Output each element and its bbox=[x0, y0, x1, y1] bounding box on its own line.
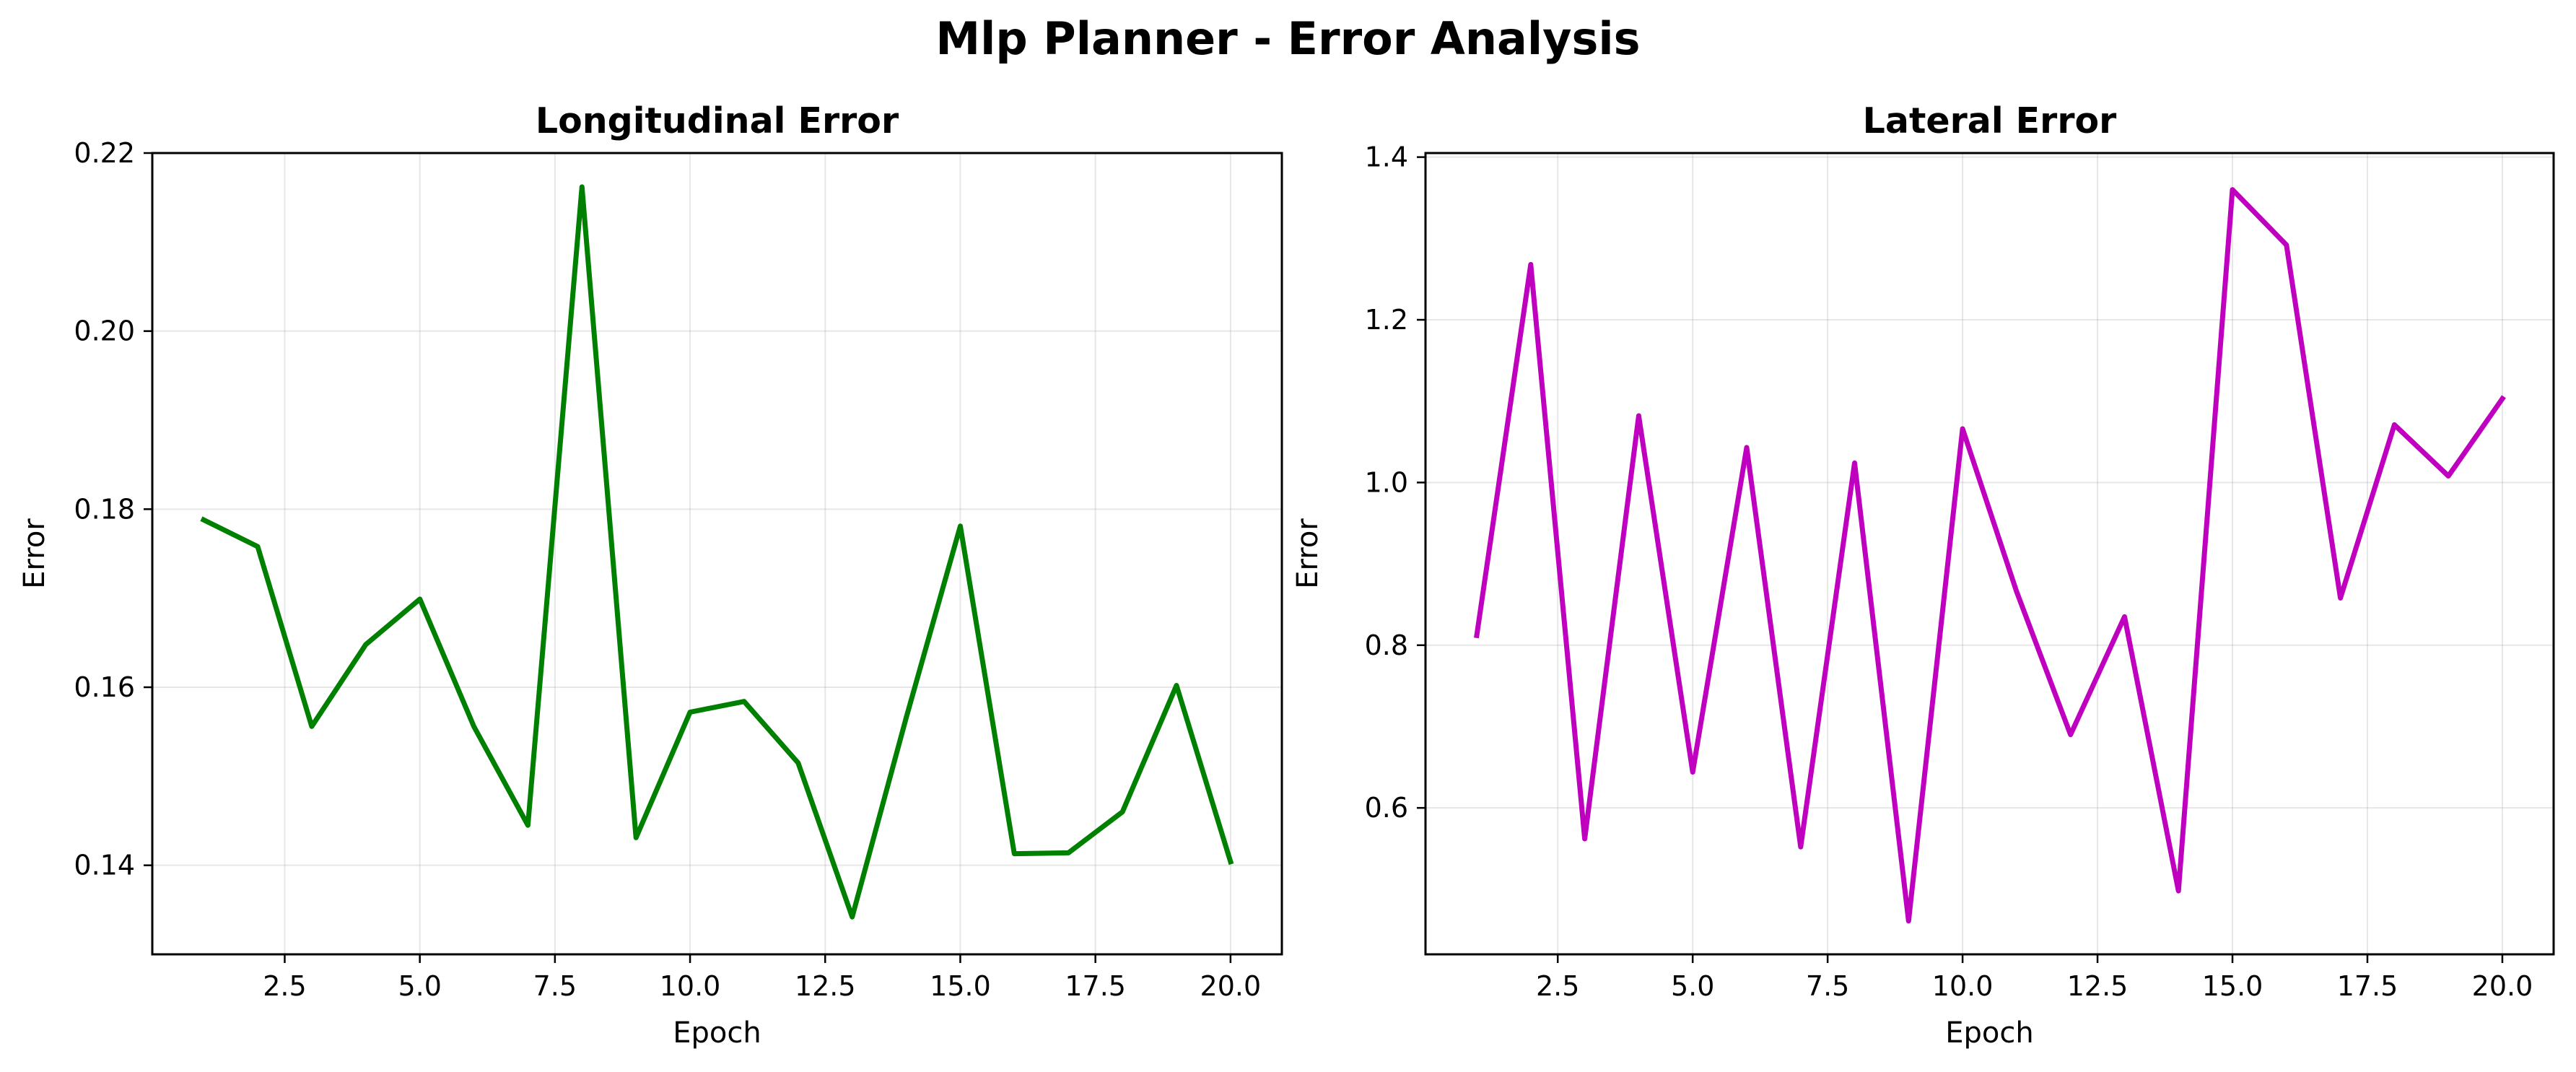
data-point bbox=[796, 761, 800, 765]
y-tick-label: 0.18 bbox=[74, 493, 135, 525]
x-tick-label: 12.5 bbox=[795, 970, 856, 1002]
y-tick-label: 0.6 bbox=[1365, 792, 1408, 824]
x-tick-label: 17.5 bbox=[1065, 970, 1126, 1002]
x-tick-label: 10.0 bbox=[660, 970, 721, 1002]
series-line bbox=[200, 184, 1234, 920]
data-point bbox=[2446, 474, 2450, 478]
data-point bbox=[472, 724, 476, 728]
y-axis-label: Error bbox=[1291, 518, 1324, 589]
data-point bbox=[2122, 614, 2126, 619]
data-point bbox=[201, 518, 206, 522]
x-tick-label: 12.5 bbox=[2067, 970, 2129, 1002]
data-point bbox=[1583, 837, 1587, 841]
data-point bbox=[742, 700, 746, 704]
data-point bbox=[1228, 860, 1233, 864]
data-point bbox=[904, 715, 909, 720]
x-tick-label: 5.0 bbox=[398, 970, 441, 1002]
y-tick-label: 1.4 bbox=[1365, 141, 1408, 173]
data-point bbox=[1745, 445, 1749, 450]
data-point bbox=[1690, 770, 1695, 775]
x-axis-label: Epoch bbox=[673, 1016, 761, 1050]
x-tick-label: 7.5 bbox=[533, 970, 577, 1002]
x-tick-label: 2.5 bbox=[263, 970, 306, 1002]
data-point bbox=[418, 597, 422, 601]
data-point bbox=[2392, 422, 2396, 427]
data-point bbox=[1066, 850, 1070, 855]
data-point bbox=[1853, 461, 1857, 465]
y-tick-label: 1.0 bbox=[1365, 466, 1408, 498]
data-point bbox=[2176, 889, 2180, 893]
data-point bbox=[580, 185, 584, 189]
y-tick-label: 0.8 bbox=[1365, 629, 1408, 661]
data-point bbox=[634, 835, 638, 840]
data-point bbox=[2014, 589, 2019, 593]
x-tick-label: 20.0 bbox=[2472, 970, 2533, 1002]
y-tick-label: 0.22 bbox=[74, 137, 135, 169]
axes-frame bbox=[1424, 152, 2555, 956]
longitudinal-error-panel: 2.5 5.0 7.5 10.0 12.5 15.0 17.5 20.0 0.14 0.16 0.1… bbox=[18, 100, 1283, 1050]
data-point bbox=[1906, 919, 1911, 923]
data-point bbox=[1636, 414, 1641, 418]
x-tick-label: 10.0 bbox=[1932, 970, 1994, 1002]
y-axis-label: Error bbox=[18, 518, 51, 589]
data-point bbox=[310, 724, 314, 728]
y-tick-label: 1.2 bbox=[1365, 304, 1408, 336]
data-point bbox=[1475, 633, 1479, 637]
x-tick-label: 15.0 bbox=[930, 970, 991, 1002]
x-tick-label: 20.0 bbox=[1200, 970, 1262, 1002]
y-tick-label: 0.14 bbox=[74, 850, 135, 881]
data-point bbox=[1120, 810, 1125, 814]
lateral-error-panel: 2.5 5.0 7.5 10.0 12.5 15.0 17.5 20.0 0.6 0.8 1.0 1.… bbox=[1291, 100, 2555, 1050]
x-axis-label: Epoch bbox=[1945, 1016, 2033, 1050]
data-point bbox=[2500, 396, 2505, 401]
data-point bbox=[256, 544, 260, 549]
data-point bbox=[958, 524, 962, 528]
figure-title: Mlp Planner - Error Analysis bbox=[935, 12, 1641, 65]
data-point bbox=[1174, 684, 1179, 688]
axes-frame bbox=[151, 152, 1283, 956]
data-point bbox=[1012, 852, 1016, 856]
series-line bbox=[1474, 187, 2506, 924]
x-tick-label: 17.5 bbox=[2337, 970, 2398, 1002]
chart-title: Longitudinal Error bbox=[536, 100, 899, 141]
data-point bbox=[2284, 243, 2289, 247]
data-point bbox=[2230, 188, 2235, 192]
data-point bbox=[2069, 733, 2073, 737]
data-point bbox=[1960, 427, 1965, 431]
x-tick-label: 15.0 bbox=[2202, 970, 2263, 1002]
data-point bbox=[2339, 596, 2343, 600]
data-point bbox=[688, 710, 692, 715]
data-point bbox=[1529, 262, 1533, 266]
chart-title: Lateral Error bbox=[1863, 100, 2117, 141]
x-tick-label: 2.5 bbox=[1536, 970, 1579, 1002]
data-point bbox=[1799, 845, 1803, 849]
data-point bbox=[364, 642, 368, 647]
y-tick-label: 0.20 bbox=[74, 315, 135, 347]
y-tick-label: 0.16 bbox=[74, 671, 135, 703]
data-point bbox=[525, 823, 530, 827]
x-tick-label: 5.0 bbox=[1671, 970, 1714, 1002]
x-tick-label: 7.5 bbox=[1806, 970, 1849, 1002]
data-point bbox=[850, 915, 855, 919]
